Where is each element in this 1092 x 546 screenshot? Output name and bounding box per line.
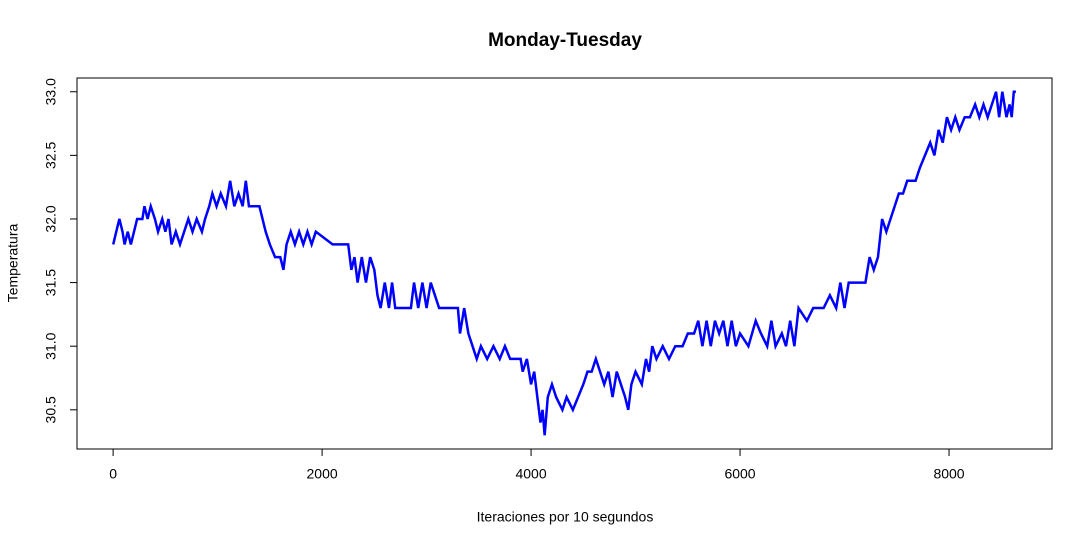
chart-title: Monday-Tuesday — [488, 30, 642, 51]
y-tick-label: 31.0 — [43, 332, 59, 359]
data-line — [112, 90, 1016, 436]
plot-box — [76, 77, 1053, 450]
y-tick-label: 33.0 — [43, 78, 59, 105]
y-tick-label: 32.5 — [43, 142, 59, 169]
x-tick-label: 4000 — [515, 466, 546, 482]
x-tick-label: 8000 — [933, 466, 964, 482]
x-tick-label: 2000 — [307, 466, 338, 482]
x-tick-label: 0 — [109, 466, 117, 482]
y-tick-label: 31.5 — [43, 269, 59, 296]
y-tick-label: 30.5 — [43, 396, 59, 423]
y-tick-label: 32.0 — [43, 205, 59, 232]
y-axis-label: Temperatura — [5, 223, 21, 302]
x-axis-label: Iteraciones por 10 segundos — [477, 509, 654, 525]
x-tick-label: 6000 — [724, 466, 755, 482]
